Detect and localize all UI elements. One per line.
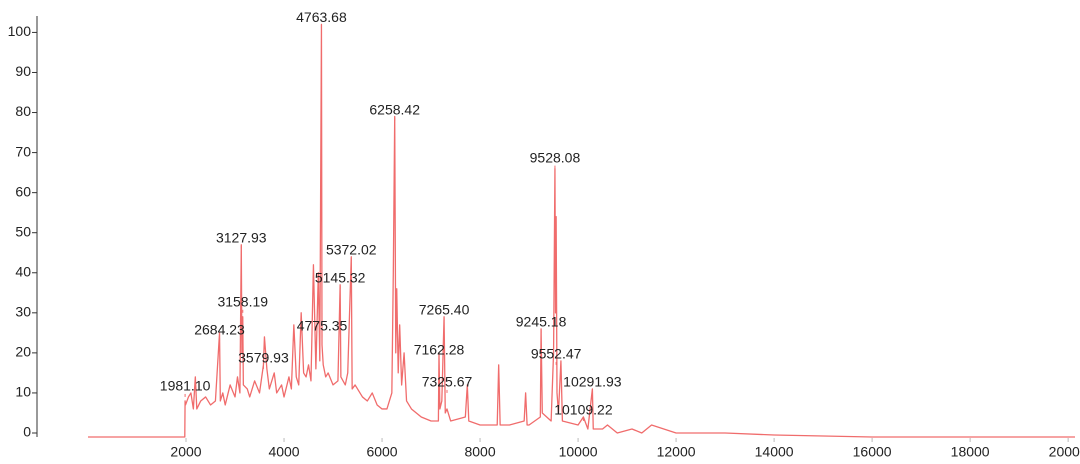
peak-label: 3158.19 [217, 294, 268, 310]
peak-label: 10291.93 [563, 374, 622, 390]
x-tick-label: 16000 [853, 444, 892, 460]
spectrum-line [88, 23, 1075, 438]
x-tick-label: 12000 [657, 444, 696, 460]
y-tick-label: 10 [15, 384, 31, 400]
x-tick-label: 8000 [464, 444, 495, 460]
peak-label: 10109.22 [554, 402, 613, 418]
peak-label: 9245.18 [516, 314, 567, 330]
x-tick-label: 20000 [1049, 444, 1080, 460]
y-tick-label: 30 [15, 304, 31, 320]
x-tick-label: 2000 [170, 444, 201, 460]
y-tick-label: 40 [15, 263, 31, 279]
peak-label: 2684.23 [194, 322, 245, 338]
peak-label: 7265.40 [419, 302, 470, 318]
x-tick-label: 18000 [951, 444, 990, 460]
peak-label: 7325.67 [422, 374, 473, 390]
y-tick-label: 20 [15, 344, 31, 360]
peak-label: 9552.47 [531, 346, 582, 362]
peak-label: 6258.42 [369, 101, 420, 117]
peak-label: 4763.68 [296, 9, 347, 25]
y-tick-label: 90 [15, 63, 31, 79]
peak-label: 9528.08 [530, 149, 581, 165]
x-tick-label: 14000 [755, 444, 794, 460]
y-tick-label: 50 [15, 223, 31, 239]
peak-label: 7162.28 [414, 342, 465, 358]
y-tick-label: 80 [15, 103, 31, 119]
x-tick-label: 6000 [366, 444, 397, 460]
y-tick-label: 70 [15, 143, 31, 159]
peak-label: 5145.32 [315, 269, 366, 285]
peak-label: 4775.35 [297, 318, 348, 334]
y-tick-label: 0 [23, 424, 31, 440]
peak-label: 3579.93 [238, 350, 289, 366]
x-tick-label: 4000 [268, 444, 299, 460]
y-tick-label: 60 [15, 183, 31, 199]
x-tick-label: 10000 [559, 444, 598, 460]
y-tick-label: 100 [8, 23, 32, 39]
peak-label: 5372.02 [326, 241, 377, 257]
peak-label: 3127.93 [216, 229, 267, 245]
peak-label: 1981.10 [160, 378, 211, 394]
